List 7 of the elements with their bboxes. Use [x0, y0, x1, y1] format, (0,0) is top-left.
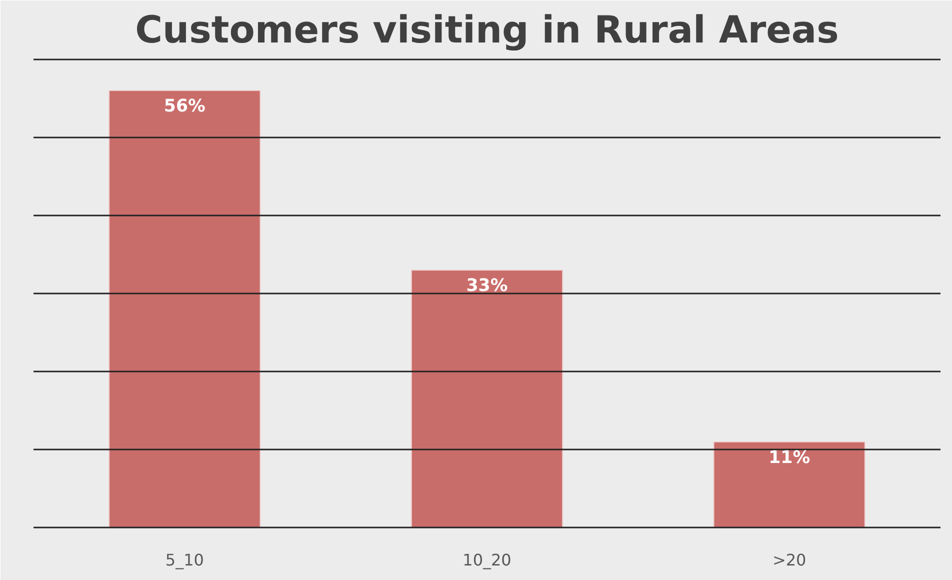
chart-title: Customers visiting in Rural Areas [135, 8, 839, 52]
data-label: 33% [466, 276, 508, 296]
x-tick-label: 5_10 [165, 550, 204, 570]
x-tick-label: 10_20 [462, 550, 512, 570]
data-label: 11% [768, 448, 810, 468]
data-label: 56% [164, 96, 206, 117]
x-tick-label: >20 [772, 550, 806, 570]
